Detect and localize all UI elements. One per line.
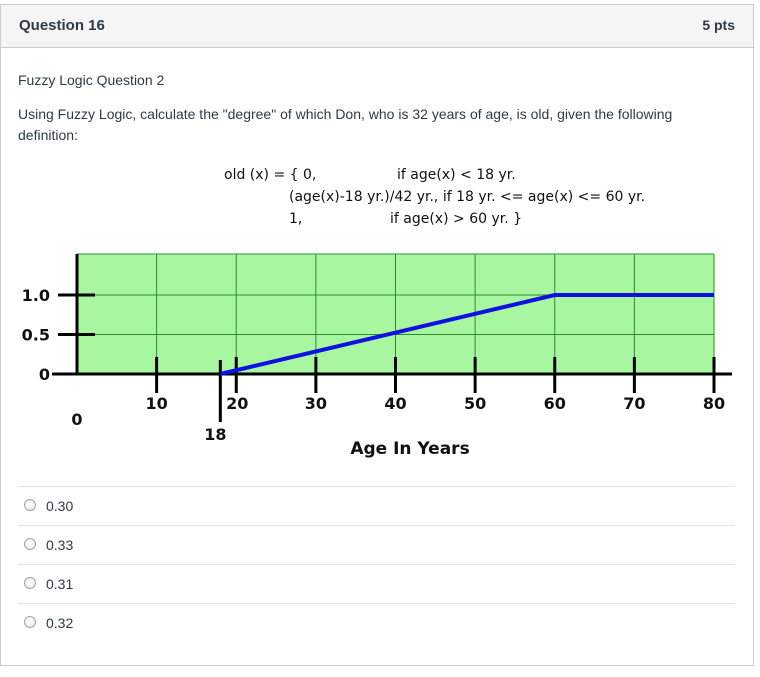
- y-tick-label: 0: [39, 365, 50, 384]
- definition-line3-right: if age(x) > 60 yr. }: [390, 211, 523, 227]
- radio-button[interactable]: [24, 577, 36, 589]
- x-tick-label: 18: [204, 425, 226, 444]
- radio-button[interactable]: [24, 499, 36, 511]
- definition-line1-left: old (x) = { 0,: [224, 167, 317, 183]
- x-tick-label: 30: [305, 394, 327, 413]
- definition-line1-right: if age(x) < 18 yr.: [397, 167, 516, 183]
- question-title: Question 16: [19, 17, 105, 34]
- answer-label: 0.32: [46, 615, 74, 631]
- definition-line3-left: 1,: [289, 211, 303, 227]
- answer-option[interactable]: 0.31: [18, 564, 735, 603]
- answer-option[interactable]: 0.30: [18, 486, 735, 525]
- definition-line2: (age(x)-18 yr.)/42 yr., if 18 yr. <= age…: [289, 189, 646, 205]
- x-tick-label: 60: [544, 394, 566, 413]
- x-tick-label: 0: [71, 410, 82, 429]
- question-points: 5 pts: [702, 17, 735, 33]
- radio-button[interactable]: [24, 538, 36, 550]
- x-axis-title: Age In Years: [350, 439, 469, 459]
- answer-label: 0.33: [46, 537, 74, 553]
- answer-list: 0.30 0.33 0.31 0.32: [18, 486, 735, 642]
- radio-button[interactable]: [24, 616, 36, 628]
- x-tick-label: 70: [623, 394, 645, 413]
- y-tick-label: 1.0: [22, 286, 50, 305]
- y-tick-label: 0.5: [22, 326, 50, 345]
- question-prompt: Using Fuzzy Logic, calculate the "degree…: [18, 106, 673, 143]
- x-tick-label: 50: [464, 394, 486, 413]
- membership-series-line: [219, 293, 714, 376]
- answer-label: 0.31: [46, 576, 74, 592]
- answer-option[interactable]: 0.33: [18, 525, 735, 564]
- answer-label: 0.30: [46, 498, 74, 514]
- question-header: Question 16 5 pts: [1, 5, 753, 48]
- x-tick-label: 80: [703, 394, 725, 413]
- x-tick-label: 40: [384, 394, 406, 413]
- x-tick-label: 10: [145, 394, 167, 413]
- question-subtitle: Fuzzy Logic Question 2: [18, 72, 165, 88]
- x-tick-label: 20: [226, 394, 248, 413]
- answer-option[interactable]: 0.32: [18, 603, 735, 642]
